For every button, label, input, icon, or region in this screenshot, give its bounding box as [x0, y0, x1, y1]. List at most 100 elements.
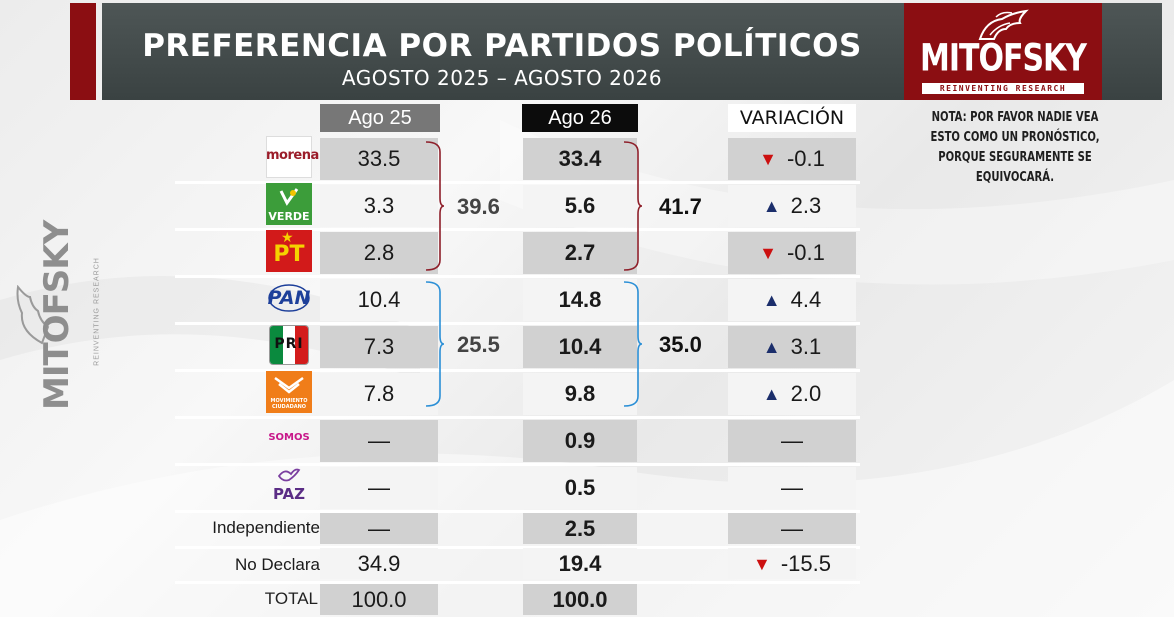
mc-logo-text: MOVIMIENTO CIUDADANO: [270, 398, 308, 410]
down-arrow-icon: ▼: [753, 554, 771, 574]
cell-ago26-pt: 2.7: [523, 232, 637, 274]
cell-var-somos: —: [728, 420, 856, 462]
down-arrow-icon: ▼: [759, 243, 777, 263]
morena-logo-icon: morena: [266, 136, 319, 178]
var-value: -0.1: [786, 146, 825, 171]
pri-logo-icon: PRI: [266, 324, 312, 366]
brand-tagline: REINVENTING RESEARCH: [922, 83, 1084, 94]
var-value: —: [781, 428, 803, 453]
group-total-ago26-2: 35.0: [659, 332, 702, 357]
page-title: PREFERENCIA POR PARTIDOS POLÍTICOS: [142, 28, 862, 64]
row-divider: [175, 581, 860, 584]
up-arrow-icon: ▲: [762, 290, 781, 310]
cell-var-no-declara: ▼ -15.5: [728, 548, 856, 579]
cell-var-mc: ▲ 2.0: [728, 373, 856, 415]
column-header-variacion: VARIACIÓN: [728, 104, 856, 132]
cell-var-pt: ▼ -0.1: [728, 232, 856, 274]
cell-ago25-independiente: —: [320, 513, 438, 544]
cell-var-paz: —: [728, 467, 856, 509]
row-divider: [175, 369, 860, 372]
row-divider: [175, 510, 860, 513]
group-total-ago25-2: 25.5: [457, 332, 500, 357]
disclaimer-note: NOTA: POR FAVOR NADIE VEA ESTO COMO UN P…: [930, 110, 1100, 185]
group-total-ago26-1: 41.7: [659, 194, 702, 219]
var-value: —: [781, 516, 803, 541]
column-header-ago25: Ago 25: [320, 104, 440, 132]
bracket-ago26-group2: [623, 281, 642, 407]
verde-logo-text: VERDE: [268, 210, 310, 223]
cell-ago25-pri: 7.3: [320, 326, 438, 368]
cell-ago25-pt: 2.8: [320, 232, 438, 274]
somos-logo-icon: SOMOS: [266, 418, 312, 460]
somos-logo-text: SOMOS: [268, 432, 310, 443]
header-accent-bar: [70, 3, 96, 100]
cell-ago26-pri: 10.4: [523, 326, 637, 368]
cell-ago25-morena: 33.5: [320, 138, 438, 180]
label-no-declara: No Declara: [234, 555, 320, 574]
bracket-ago26-group1: [623, 141, 642, 271]
label-total: TOTAL: [264, 589, 318, 608]
paz-logo-icon: PAZ: [266, 465, 312, 507]
row-divider: [175, 181, 860, 184]
var-value: 2.3: [790, 193, 822, 218]
watermark-brand: MITOFSKY: [37, 220, 77, 410]
row-divider: [175, 228, 860, 231]
up-arrow-icon: ▲: [762, 337, 781, 357]
bracket-ago25-group1: [425, 141, 444, 271]
row-divider: [175, 275, 860, 278]
group-total-ago25-1: 39.6: [457, 194, 500, 219]
cell-ago26-independiente: 2.5: [523, 513, 637, 544]
eagle-logo-icon: [978, 9, 1029, 40]
cell-ago26-paz: 0.5: [523, 467, 637, 509]
cell-ago25-total: 100.0: [320, 584, 438, 615]
var-value: -15.5: [780, 551, 831, 576]
cell-ago25-no-declara: 34.9: [320, 548, 438, 579]
cell-var-pri: ▲ 3.1: [728, 326, 856, 368]
cell-ago26-no-declara: 19.4: [523, 548, 637, 579]
mitofsky-logo: MITOFSKY REINVENTING RESEARCH: [904, 3, 1102, 100]
cell-ago25-pan: 10.4: [320, 279, 438, 321]
watermark-eagle-icon: [16, 285, 50, 345]
pri-logo-text: PRI: [274, 336, 304, 352]
var-value: —: [781, 475, 803, 500]
var-value: 3.1: [790, 334, 822, 359]
up-arrow-icon: ▲: [762, 384, 781, 404]
cell-ago26-verde: 5.6: [523, 185, 637, 227]
label-independiente: Independiente: [212, 518, 320, 537]
cell-ago26-mc: 9.8: [523, 373, 637, 415]
cell-ago25-paz: —: [320, 467, 438, 509]
cell-ago25-mc: 7.8: [320, 373, 438, 415]
cell-ago26-morena: 33.4: [523, 138, 637, 180]
var-value: 2.0: [790, 381, 822, 406]
cell-ago26-pan: 14.8: [523, 279, 637, 321]
watermark-tagline: REINVENTING RESEARCH: [93, 257, 101, 366]
up-arrow-icon: ▲: [762, 196, 781, 216]
row-divider: [175, 416, 860, 419]
cell-ago25-somos: —: [320, 420, 438, 462]
cell-var-verde: ▲ 2.3: [728, 185, 856, 227]
var-value: 4.4: [790, 287, 822, 312]
watermark: MITOFSKY REINVENTING RESEARCH: [10, 220, 101, 415]
down-arrow-icon: ▼: [759, 149, 777, 169]
brand-name: MITOFSKY: [919, 36, 1087, 81]
row-divider: [175, 546, 860, 549]
mc-logo-icon: MOVIMIENTO CIUDADANO: [266, 371, 312, 413]
pan-logo-icon: PAN: [266, 277, 312, 319]
cell-var-pan: ▲ 4.4: [728, 279, 856, 321]
morena-logo-text: morena: [266, 148, 319, 163]
page-subtitle: AGOSTO 2025 – AGOSTO 2026: [341, 66, 663, 90]
row-divider: [175, 322, 860, 325]
pan-logo-text: PAN: [267, 287, 311, 309]
var-value: -0.1: [786, 240, 825, 265]
cell-var-morena: ▼ -0.1: [728, 138, 856, 180]
cell-ago25-verde: 3.3: [320, 185, 438, 227]
verde-logo-icon: VERDE: [266, 183, 312, 225]
cell-var-independiente: —: [728, 513, 856, 544]
paz-logo-text: PAZ: [272, 485, 306, 503]
row-divider: [175, 463, 860, 466]
bracket-ago25-group2: [425, 281, 444, 407]
pt-logo-icon: ★ PT: [266, 229, 312, 272]
cell-ago26-somos: 0.9: [523, 420, 637, 462]
column-header-ago26: Ago 26: [522, 104, 638, 132]
cell-ago26-total: 100.0: [523, 584, 637, 615]
